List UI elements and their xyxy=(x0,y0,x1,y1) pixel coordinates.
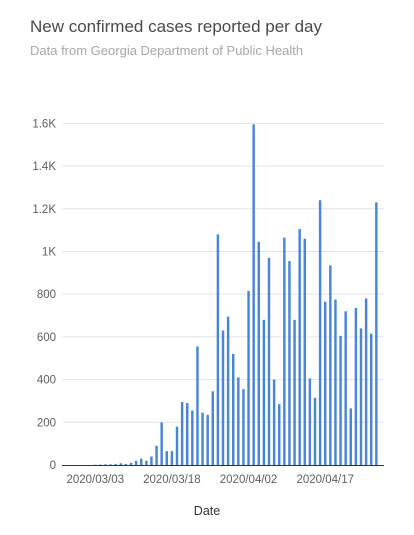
bar xyxy=(339,335,342,465)
y-tick-label: 1.2K xyxy=(32,204,56,216)
bar xyxy=(109,464,112,465)
bar xyxy=(201,412,204,465)
y-tick-label: 1.4K xyxy=(32,161,56,173)
bar xyxy=(180,402,184,465)
bar xyxy=(318,200,322,466)
bar xyxy=(257,241,261,465)
bar xyxy=(344,311,347,465)
y-tick-label: 200 xyxy=(37,417,56,429)
x-tick-label: 2020/04/17 xyxy=(296,474,354,486)
chart-title: New confirmed cases reported per day xyxy=(30,17,322,36)
bar xyxy=(216,234,220,465)
y-axis-ticks: 0 200 400 600 800 1K 1.2K 1.4K 1.6K xyxy=(32,118,56,472)
bar xyxy=(104,464,107,465)
bar xyxy=(247,290,250,465)
bar xyxy=(145,460,148,465)
chart-subtitle: Data from Georgia Department of Public H… xyxy=(30,43,304,58)
bar xyxy=(349,408,353,465)
y-tick-label: 400 xyxy=(37,375,56,387)
bar xyxy=(129,462,133,465)
x-axis-ticks: 2020/03/03 2020/03/18 2020/04/02 2020/04/17 xyxy=(66,474,354,486)
bar xyxy=(237,377,240,465)
x-axis-label: Date xyxy=(194,504,220,518)
bar xyxy=(139,458,143,465)
y-tick-label: 1.6K xyxy=(32,118,56,130)
bar xyxy=(262,319,266,465)
bar xyxy=(369,333,373,465)
bar xyxy=(114,463,117,465)
bar xyxy=(242,389,245,465)
bar xyxy=(303,238,307,465)
bar xyxy=(206,414,209,465)
bar xyxy=(277,404,281,465)
bar xyxy=(364,298,368,465)
bar xyxy=(150,456,153,465)
bar xyxy=(165,451,169,465)
y-tick-label: 600 xyxy=(37,332,56,344)
bar xyxy=(308,378,312,465)
bar xyxy=(226,316,230,465)
bar xyxy=(298,229,301,465)
bar xyxy=(313,397,317,465)
bar xyxy=(272,379,276,465)
bar xyxy=(293,319,296,465)
bar xyxy=(334,299,337,465)
y-tick-label: 0 xyxy=(50,460,56,472)
bar xyxy=(185,403,189,465)
bar xyxy=(119,463,123,465)
bar xyxy=(221,330,225,465)
bars xyxy=(93,124,378,466)
bar xyxy=(288,261,291,465)
bar xyxy=(155,445,158,465)
bar xyxy=(160,422,163,465)
bar xyxy=(99,464,102,466)
bar xyxy=(283,237,286,465)
bar xyxy=(175,426,179,465)
bar xyxy=(354,308,358,465)
x-tick-label: 2020/04/02 xyxy=(220,474,278,486)
bar xyxy=(124,463,128,465)
bar xyxy=(231,353,235,465)
bar xyxy=(134,460,138,465)
y-tick-label: 1K xyxy=(42,246,56,258)
y-tick-label: 800 xyxy=(37,289,56,301)
bar xyxy=(196,346,199,465)
bar xyxy=(170,451,174,465)
bar xyxy=(323,301,327,465)
x-tick-label: 2020/03/18 xyxy=(143,474,201,486)
bar xyxy=(329,265,332,465)
x-tick-label: 2020/03/03 xyxy=(66,474,124,486)
bar xyxy=(191,410,194,465)
bar xyxy=(252,124,255,465)
bar xyxy=(211,391,215,465)
bar xyxy=(359,328,363,465)
bar xyxy=(375,202,378,465)
bar xyxy=(267,257,271,465)
